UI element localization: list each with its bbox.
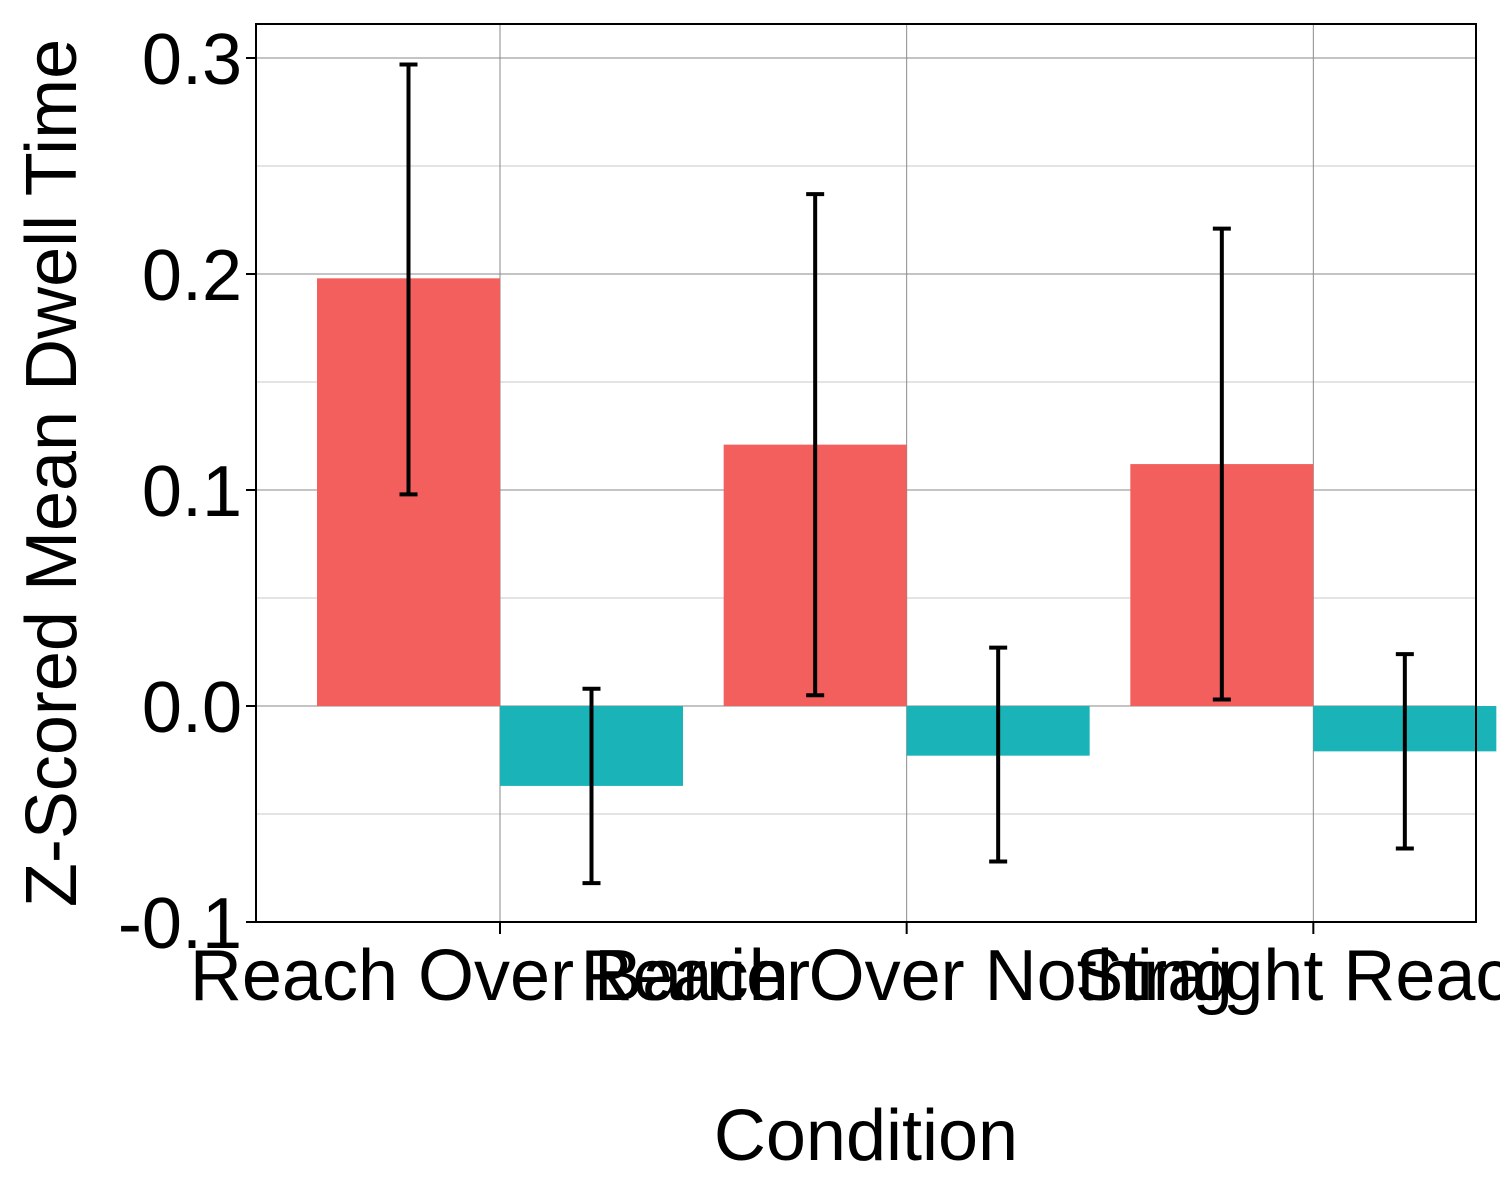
y-tick-label: 0.2	[142, 236, 242, 316]
x-tick-label: Reach Over Barrier	[190, 936, 810, 1016]
error-bars	[399, 62, 1414, 886]
y-axis-title: Z-Scored Mean Dwell Time	[12, 39, 92, 907]
plot-frame	[255, 23, 1477, 923]
x-axis-title: Condition	[714, 1096, 1018, 1176]
axes: -0.1 0.0 0.1 0.2 0.3 Reach Over BarrierReach …	[118, 20, 1500, 1016]
x-tick-label: Reach Over Nothing	[581, 936, 1233, 1016]
y-tick-label: 0.1	[142, 452, 242, 532]
y-tick-label: 0.3	[142, 20, 242, 100]
y-tick-label: 0.0	[142, 668, 242, 748]
y-tick-label: -0.1	[118, 884, 242, 964]
x-tick-label: Straight Reach	[1075, 936, 1500, 1016]
